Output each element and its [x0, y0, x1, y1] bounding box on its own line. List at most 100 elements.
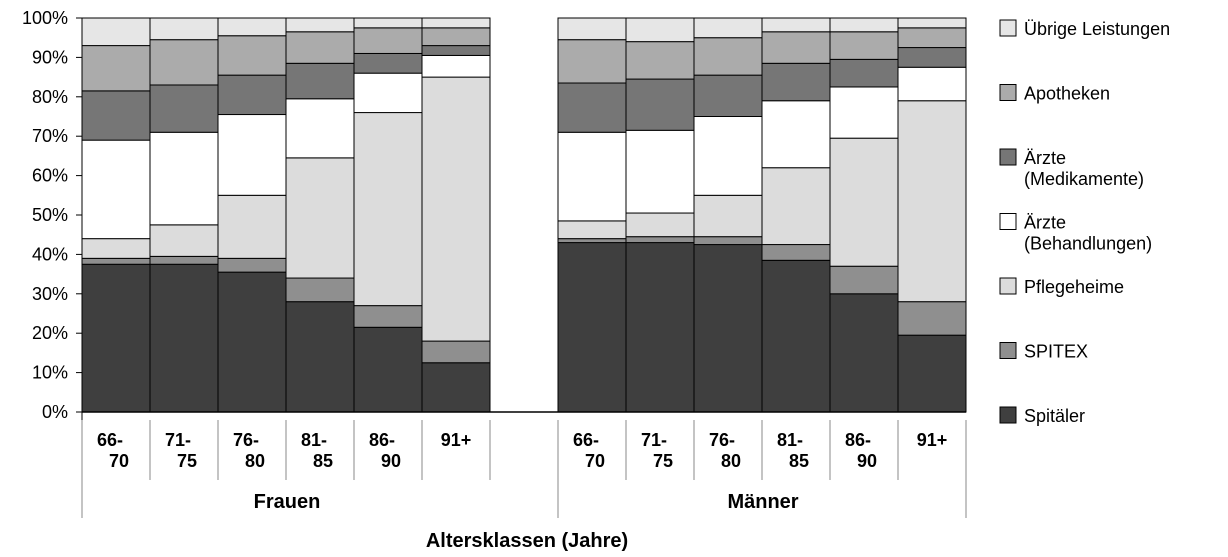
- bar-segment: [693, 37, 763, 76]
- bar-segment: [625, 41, 695, 80]
- bar-frauen-7680: [217, 17, 287, 413]
- legend-label: Übrige Leistungen: [1024, 19, 1170, 39]
- bar-segment: [81, 257, 151, 265]
- bar-segment: [149, 84, 219, 133]
- legend-item: Spitäler: [999, 406, 1085, 426]
- bar-segment: [81, 90, 151, 141]
- bar-segment: [285, 157, 355, 279]
- bar-segment: [149, 263, 219, 413]
- bar-segment: [693, 236, 763, 246]
- bar-segment: [217, 17, 287, 37]
- bar-segment: [557, 220, 627, 240]
- bar-segment: [625, 17, 695, 43]
- bar-segment: [285, 98, 355, 159]
- bar-segment: [829, 31, 899, 60]
- bar-segment: [557, 242, 627, 413]
- y-tick-label: 20%: [32, 323, 68, 343]
- bar-segment: [897, 27, 967, 49]
- bar-segment: [149, 224, 219, 257]
- bar-segment: [217, 271, 287, 413]
- legend-label: Ärzte: [1024, 148, 1066, 168]
- bar-segment: [421, 27, 491, 47]
- bar-männer-91+: [897, 17, 967, 413]
- y-tick-label: 90%: [32, 47, 68, 67]
- bar-segment: [217, 257, 287, 273]
- x-category-label: 86-90: [845, 430, 877, 471]
- bar-segment: [557, 82, 627, 133]
- x-category-label: 81-85: [301, 430, 333, 471]
- bar-segment: [693, 17, 763, 39]
- y-tick-label: 80%: [32, 87, 68, 107]
- x-category-label: 81-85: [777, 430, 809, 471]
- bar-männer-7175: [625, 17, 695, 413]
- bar-männer-7680: [693, 17, 763, 413]
- legend-item: Pflegeheime: [999, 277, 1124, 297]
- legend-swatch: [999, 148, 1017, 166]
- bar-segment: [353, 27, 423, 54]
- bar-segment: [285, 301, 355, 413]
- legend-label: Ärzte: [1024, 213, 1066, 233]
- bar-segment: [693, 74, 763, 117]
- bar-frauen-7175: [149, 17, 219, 413]
- bar-segment: [829, 265, 899, 295]
- y-tick-label: 60%: [32, 166, 68, 186]
- bar-segment: [353, 52, 423, 74]
- x-category-label: 86-90: [369, 430, 401, 471]
- bar-segment: [829, 293, 899, 413]
- x-category-label: 76-80: [233, 430, 265, 471]
- legend-item: SPITEX: [999, 342, 1088, 362]
- bar-segment: [625, 242, 695, 413]
- bar-segment: [285, 277, 355, 303]
- bar-frauen-8690: [353, 17, 423, 413]
- bar-segment: [693, 244, 763, 413]
- bar-segment: [897, 17, 967, 29]
- legend-swatch: [999, 213, 1017, 230]
- x-category-label: 71-75: [165, 430, 197, 471]
- bar-segment: [285, 62, 355, 100]
- bar-segment: [353, 17, 423, 29]
- bar-segment: [81, 238, 151, 259]
- legend-swatch: [999, 19, 1017, 37]
- bar-segment: [149, 255, 219, 265]
- x-axis-label: Altersklassen (Jahre): [426, 530, 628, 552]
- bar-segment: [149, 131, 219, 226]
- bars: [81, 17, 967, 413]
- bar-segment: [897, 66, 967, 102]
- x-category-label: 76-80: [709, 430, 741, 471]
- bar-segment: [625, 212, 695, 238]
- bar-segment: [217, 74, 287, 116]
- bar-segment: [829, 17, 899, 33]
- legend-label: Spitäler: [1024, 406, 1085, 426]
- bar-männer-6670: [557, 17, 627, 413]
- bar-segment: [897, 301, 967, 336]
- bar-segment: [353, 305, 423, 328]
- bar-segment: [217, 35, 287, 76]
- bar-männer-8690: [829, 17, 899, 413]
- bar-segment: [693, 194, 763, 238]
- bar-segment: [761, 167, 831, 246]
- bar-segment: [761, 259, 831, 413]
- y-tick-label: 70%: [32, 126, 68, 146]
- bar-segment: [421, 340, 491, 364]
- bar-frauen-8185: [285, 17, 355, 413]
- legend-item: Apotheken: [999, 84, 1110, 104]
- bar-segment: [421, 45, 491, 56]
- x-category-label: 91+: [917, 430, 948, 450]
- bar-segment: [761, 244, 831, 261]
- bar-frauen-6670: [81, 17, 151, 413]
- y-tick-label: 0%: [42, 402, 68, 422]
- bar-segment: [81, 45, 151, 92]
- bar-segment: [285, 31, 355, 64]
- bar-segment: [81, 263, 151, 413]
- bar-segment: [761, 62, 831, 102]
- bar-segment: [149, 39, 219, 86]
- bar-segment: [693, 116, 763, 196]
- bar-segment: [557, 39, 627, 84]
- bar-segment: [625, 129, 695, 214]
- legend-item: Ärzte(Medikamente): [999, 148, 1144, 189]
- x-category-label: 66-70: [573, 430, 605, 471]
- bar-segment: [761, 31, 831, 64]
- bar-segment: [897, 334, 967, 413]
- y-tick-label: 40%: [32, 244, 68, 264]
